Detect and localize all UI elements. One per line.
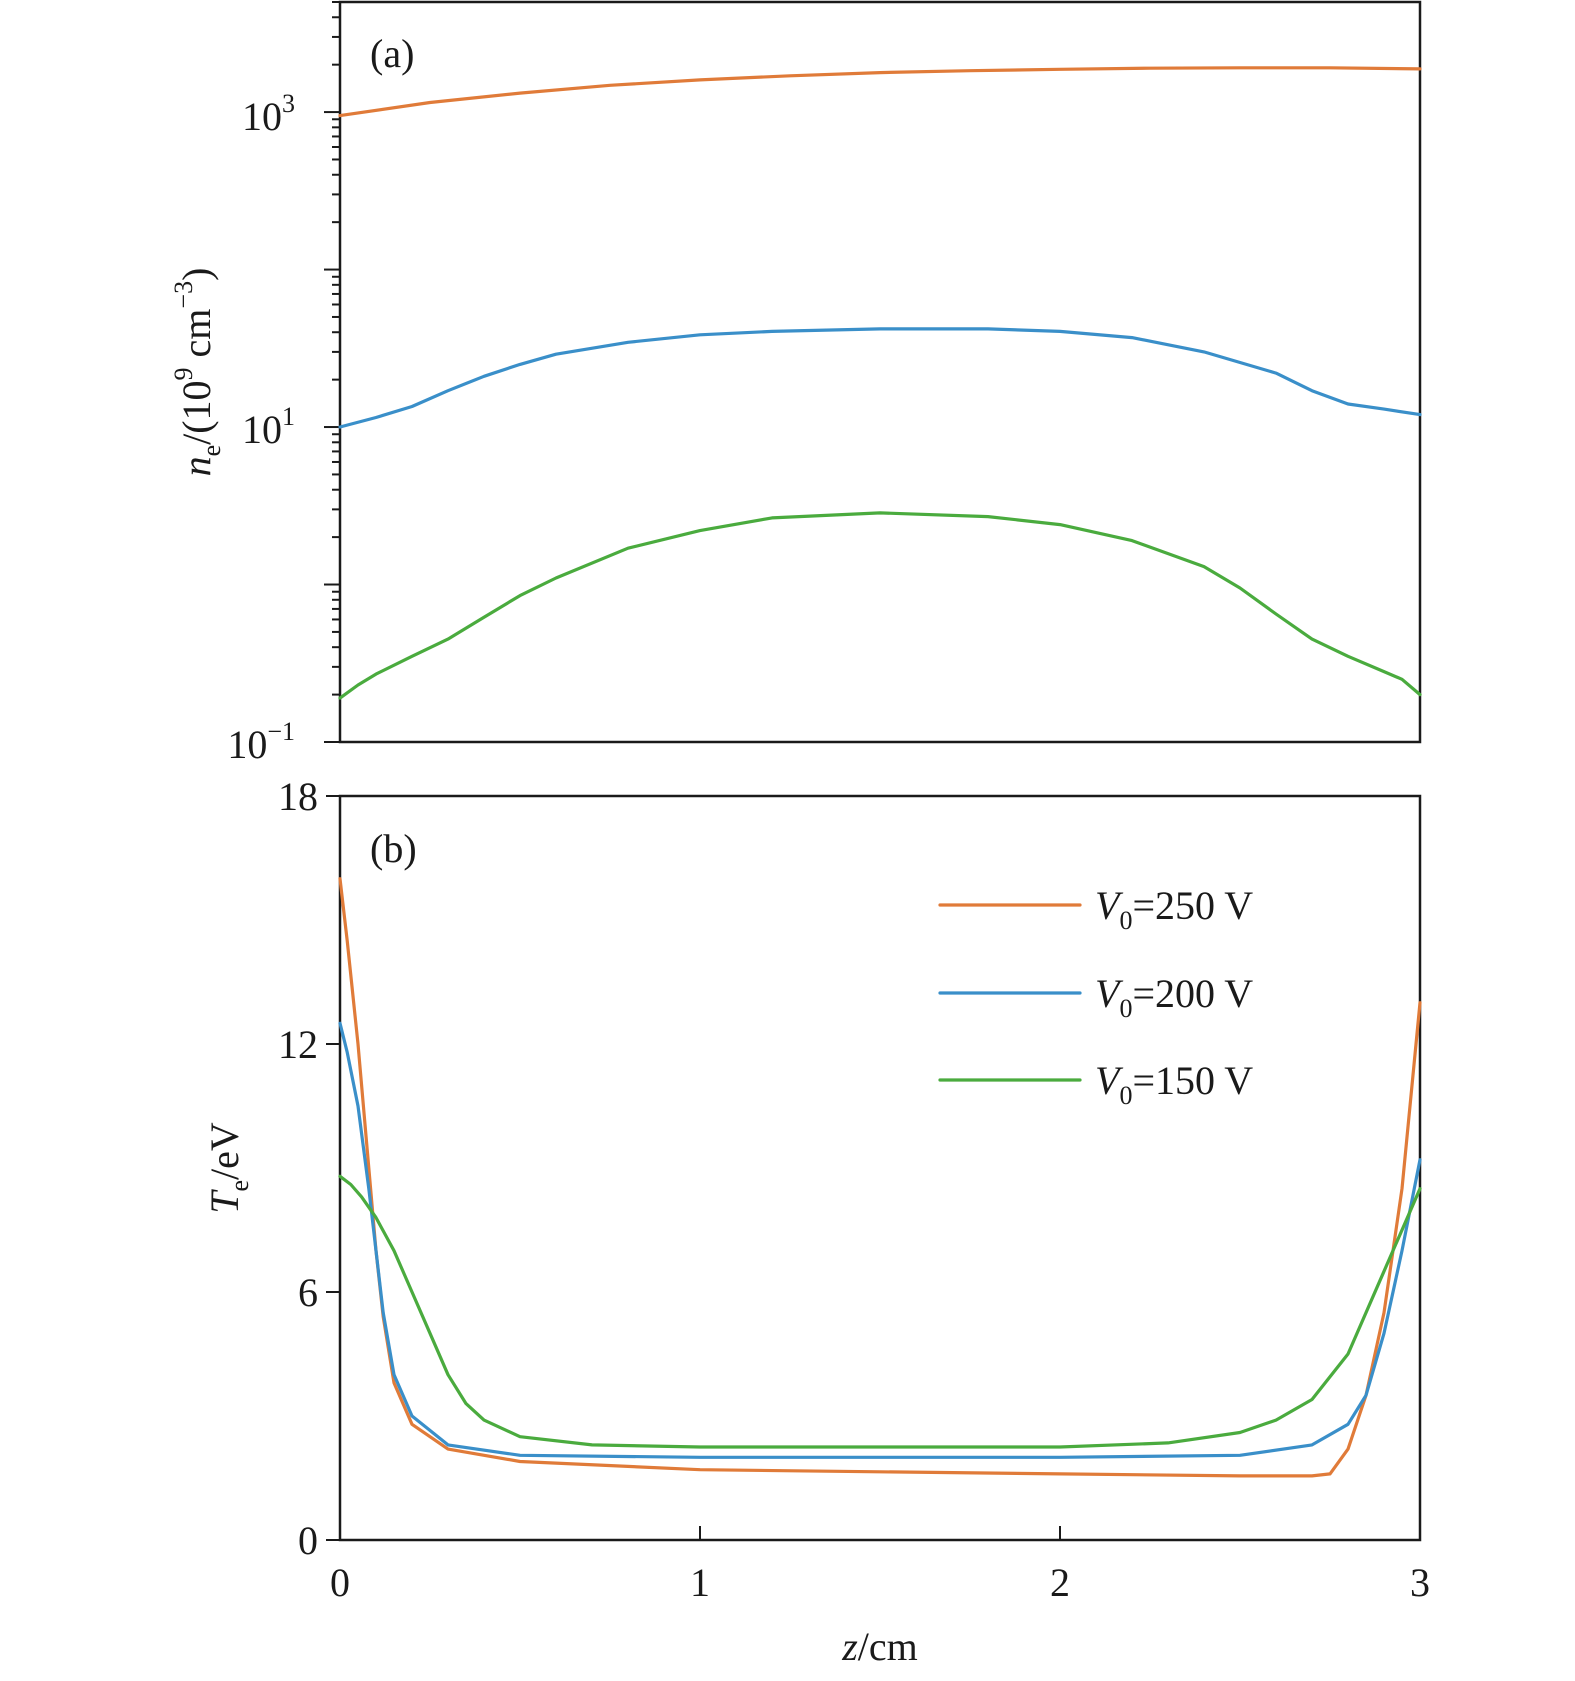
- panel-a-ylabel: ne/(109 cm−3): [169, 268, 226, 477]
- panel-a-ytick-label-mid: 101: [242, 402, 295, 452]
- panel-a-series-v250: [338, 66, 1422, 118]
- legend: V0=250 V V0=200 V V0=150 V: [938, 883, 1253, 1110]
- panel-b-xtick-label: 0: [330, 1560, 350, 1605]
- panel-b-series-v250: [338, 877, 1422, 1478]
- panel-b-curves: [338, 877, 1422, 1478]
- panel-b-ticks: [326, 795, 1421, 1541]
- legend-label-v200: V0=200 V: [1095, 971, 1253, 1023]
- panel-b-label: (b): [370, 826, 417, 871]
- panel-b-ytick-labels: 0 6 12 18: [278, 774, 318, 1563]
- panel-b-series-v150: [338, 1174, 1422, 1449]
- panel-a-ytick-label-low: 10−1: [227, 717, 295, 767]
- panel-b-ytick-label: 12: [278, 1022, 318, 1067]
- panel-a-ytick-label-high: 103: [242, 89, 295, 139]
- panel-b-xtick-label: 3: [1410, 1560, 1430, 1605]
- panel-a: (a) 10−1 101 103 ne/(109 cm−3): [169, 0, 1422, 767]
- panel-a-frame: [338, 0, 1422, 744]
- panel-b-xtick-labels: 0 1 2 3: [330, 1560, 1430, 1605]
- panel-b-frame: [338, 794, 1422, 1542]
- panel-b-xlabel: z/cm: [841, 1624, 918, 1669]
- legend-label-v250: V0=250 V: [1095, 883, 1253, 935]
- panel-a-series-v200: [338, 327, 1422, 429]
- panel-b-ytick-label: 18: [278, 774, 318, 819]
- panel-b-ytick-label: 0: [298, 1518, 318, 1563]
- panel-a-label: (a): [370, 31, 414, 76]
- panel-a-curves: [338, 66, 1422, 700]
- panel-a-ticks: [324, 1, 340, 743]
- panel-b-series-v200: [338, 1021, 1422, 1459]
- panel-b-xtick-label: 2: [1050, 1560, 1070, 1605]
- panel-b-ylabel: Te/eV: [202, 1122, 254, 1214]
- panel-b-xtick-label: 1: [690, 1560, 710, 1605]
- legend-label-v150: V0=150 V: [1095, 1058, 1253, 1110]
- panel-b-ytick-label: 6: [298, 1270, 318, 1315]
- panel-a-series-v150: [338, 511, 1422, 700]
